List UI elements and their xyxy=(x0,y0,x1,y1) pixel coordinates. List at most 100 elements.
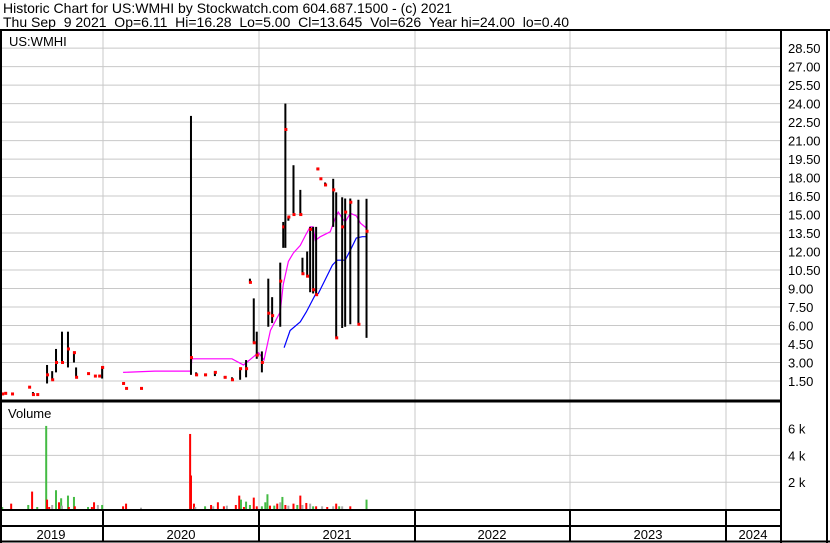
close-marker xyxy=(284,127,288,131)
axis-ticks: 1.50 3.00 4.50 6.00 7.50 9.00 10.50 12.00 13.50 1… xyxy=(37,41,821,542)
price-bar xyxy=(332,178,335,227)
price-tick-label: 21.00 xyxy=(788,134,821,149)
year-label: 2024 xyxy=(739,527,768,542)
volume-bar xyxy=(341,506,344,509)
volume-bar xyxy=(335,503,338,509)
price-bar xyxy=(72,351,75,363)
volume-bar xyxy=(58,502,61,509)
volume-bar xyxy=(284,504,287,509)
volume-bar xyxy=(204,506,207,509)
volume-bar xyxy=(264,502,267,509)
price-tick-label: 10.50 xyxy=(788,263,821,278)
volume-bar xyxy=(279,502,282,509)
close-marker xyxy=(312,288,316,292)
volume-bar xyxy=(192,503,195,509)
volume-bar xyxy=(252,497,255,509)
close-marker xyxy=(11,392,15,396)
chart-title: Historic Chart for US:WMHI by Stockwatch… xyxy=(3,0,452,16)
price-bar xyxy=(349,198,352,325)
close-marker xyxy=(279,279,283,283)
price-tick-label: 24.00 xyxy=(788,97,821,112)
volume-bar xyxy=(301,504,304,509)
volume-bar xyxy=(87,506,90,509)
volume-bar xyxy=(245,501,248,509)
volume-bar xyxy=(309,503,312,509)
volume-bar xyxy=(292,503,295,509)
price-bar xyxy=(357,199,360,325)
price-tick-label: 22.50 xyxy=(788,115,821,130)
volume-bar xyxy=(276,503,279,509)
price-bar xyxy=(271,297,274,324)
close-marker xyxy=(66,347,70,351)
volume-bar xyxy=(239,499,242,509)
volume-bars xyxy=(1,425,368,509)
close-marker xyxy=(332,188,336,192)
close-marker xyxy=(60,361,64,365)
close-marker xyxy=(260,361,264,365)
price-bar xyxy=(301,257,304,275)
volume-tick-label: 6 k xyxy=(788,422,806,437)
price-bar xyxy=(315,226,318,295)
price-tick-label: 12.00 xyxy=(788,245,821,260)
close-marker xyxy=(349,200,353,204)
price-bar xyxy=(287,217,290,221)
volume-bar xyxy=(140,507,143,509)
close-marker xyxy=(365,229,369,233)
volume-bar xyxy=(315,506,318,509)
price-tick-label: 18.00 xyxy=(788,171,821,186)
volume-bar xyxy=(189,433,192,509)
price-bar xyxy=(344,198,347,327)
price-bar xyxy=(267,278,270,327)
close-marker xyxy=(195,373,199,377)
volume-bar xyxy=(189,475,192,509)
close-marker xyxy=(55,361,59,365)
price-bar xyxy=(252,298,255,343)
volume-bar xyxy=(60,505,63,509)
price-bar xyxy=(335,192,338,338)
volume-bar xyxy=(31,491,34,509)
close-marker xyxy=(4,391,8,395)
volume-bar xyxy=(48,506,51,509)
close-marker xyxy=(316,167,320,171)
close-marker xyxy=(75,375,79,379)
close-marker xyxy=(93,374,97,378)
chart-frame xyxy=(0,29,830,543)
price-tick-label: 3.00 xyxy=(788,356,813,371)
volume-bar xyxy=(66,495,69,509)
year-label: 2020 xyxy=(167,527,196,542)
price-bar xyxy=(292,165,295,216)
close-marker xyxy=(51,378,55,382)
volume-bar xyxy=(305,502,308,509)
quote-summary: Thu Sep 9 2021 Op=6.11 Hi=16.28 Lo=5.00 … xyxy=(3,14,570,30)
price-tick-label: 9.00 xyxy=(788,282,813,297)
volume-bar xyxy=(125,503,128,509)
price-tick-label: 15.00 xyxy=(788,208,821,223)
price-bar xyxy=(189,115,192,375)
volume-bar xyxy=(101,504,104,509)
close-marker xyxy=(324,183,328,187)
year-label: 2022 xyxy=(478,527,507,542)
volume-bar xyxy=(122,506,125,509)
close-marker xyxy=(28,385,32,389)
price-bar xyxy=(51,371,54,380)
close-marker xyxy=(204,373,208,377)
volume-bar xyxy=(365,499,368,509)
price-bar xyxy=(55,348,58,373)
volume-label: Volume xyxy=(8,406,51,421)
price-bar xyxy=(282,221,285,248)
volume-bar xyxy=(55,490,58,509)
volume-bar xyxy=(36,506,39,509)
price-tick-label: 16.50 xyxy=(788,189,821,204)
close-marker xyxy=(344,210,348,214)
price-tick-label: 19.50 xyxy=(788,152,821,167)
price-bars xyxy=(1,103,369,397)
price-bar xyxy=(309,226,312,293)
volume-tick-label: 4 k xyxy=(788,448,806,463)
close-marker xyxy=(1,392,5,396)
close-marker xyxy=(140,386,144,390)
price-bar xyxy=(248,278,251,283)
price-tick-label: 25.50 xyxy=(788,78,821,93)
volume-bar xyxy=(93,502,96,509)
volume-bar xyxy=(46,499,49,509)
